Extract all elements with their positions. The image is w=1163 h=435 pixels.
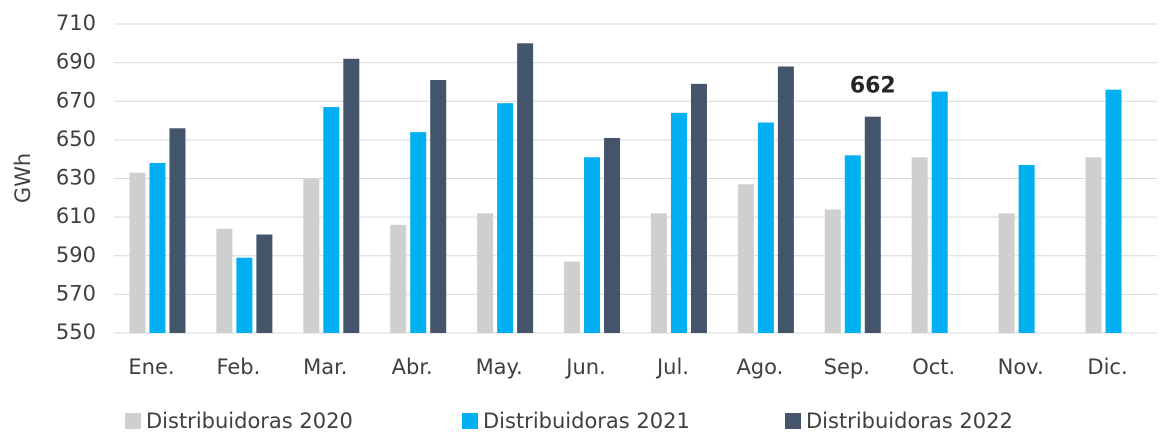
x-tick-label: Mar.	[303, 355, 347, 379]
bar	[497, 103, 514, 334]
bar	[410, 132, 427, 333]
x-tick-label: Ago.	[736, 355, 783, 379]
legend-swatch	[125, 413, 141, 429]
legend-label: Distribuidoras 2021	[483, 409, 690, 433]
bar	[343, 58, 360, 333]
bar	[1085, 157, 1102, 333]
x-tick-label: Nov.	[998, 355, 1044, 379]
bar	[690, 83, 707, 334]
bar	[169, 128, 186, 333]
bar	[670, 112, 687, 334]
bar	[864, 116, 881, 333]
legend-swatch	[785, 413, 801, 429]
bar	[757, 122, 774, 334]
y-tick-label: 590	[56, 243, 96, 267]
bar	[650, 213, 667, 333]
legend-swatch	[462, 413, 478, 429]
bar	[824, 209, 841, 333]
y-tick-label: 670	[56, 88, 96, 112]
y-tick-label: 690	[56, 50, 96, 74]
x-tick-label: Abr.	[392, 355, 433, 379]
x-tick-label: Oct.	[912, 355, 955, 379]
x-tick-label: Dic.	[1087, 355, 1127, 379]
bar	[777, 66, 794, 334]
bar	[564, 261, 581, 333]
x-tick-label: Ene.	[128, 355, 174, 379]
value-label: 662	[850, 74, 896, 99]
bar	[430, 80, 447, 333]
bar	[604, 137, 621, 333]
bar	[477, 213, 494, 333]
y-tick-label: 610	[56, 204, 96, 228]
legend-label: Distribuidoras 2022	[806, 409, 1013, 433]
bar	[844, 155, 861, 333]
bar	[584, 157, 601, 333]
y-tick-label: 650	[56, 127, 96, 151]
bar	[1018, 164, 1035, 333]
y-axis-label: GWh	[11, 153, 35, 203]
y-tick-label: 570	[56, 281, 96, 305]
y-tick-label: 550	[56, 320, 96, 344]
legend-label: Distribuidoras 2020	[146, 409, 353, 433]
bar	[323, 107, 340, 333]
bar	[911, 157, 928, 333]
x-tick-label: Feb.	[216, 355, 260, 379]
bar	[256, 234, 273, 333]
x-tick-label: Jun.	[564, 355, 606, 379]
x-tick-label: Jul.	[655, 355, 689, 379]
bar	[216, 228, 233, 333]
bar	[998, 213, 1015, 333]
bar	[390, 224, 407, 333]
bar	[931, 91, 948, 333]
bar	[1105, 89, 1122, 333]
bar	[236, 257, 253, 333]
x-tick-label: Sep.	[824, 355, 870, 379]
y-tick-label: 630	[56, 166, 96, 190]
x-tick-label: May.	[476, 355, 523, 379]
y-tick-label: 710	[56, 11, 96, 35]
bar	[517, 43, 534, 333]
bar	[737, 184, 754, 333]
bar	[149, 163, 166, 333]
bar	[129, 172, 146, 333]
bar	[303, 178, 320, 333]
